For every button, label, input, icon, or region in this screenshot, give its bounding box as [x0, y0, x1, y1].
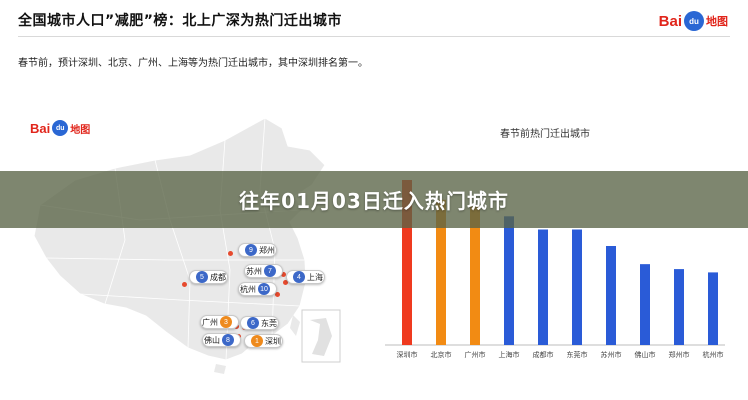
- hainan-shape: [214, 364, 226, 374]
- city-name: 深圳: [265, 336, 281, 346]
- rank-badge: 5: [196, 271, 208, 283]
- rank-badge: 8: [222, 334, 234, 346]
- taiwan-shape: [290, 315, 300, 336]
- bar-9: [708, 272, 718, 345]
- page-title: 全国城市人口”减肥”榜：北上广深为热门迁出城市: [18, 13, 342, 29]
- bar-0: [402, 180, 412, 345]
- city-name: 广州: [202, 317, 218, 327]
- map-baidu-logo: Bai du 地图: [30, 120, 90, 136]
- bar-5: [572, 229, 582, 345]
- city-name: 佛山: [204, 335, 220, 345]
- x-tick-label: 苏州市: [601, 350, 622, 359]
- city-name: 东莞: [261, 318, 277, 328]
- bar-1: [436, 199, 446, 345]
- rank-badge: 7: [264, 265, 276, 277]
- banner-title: 往年01月03日迁入热门城市: [239, 189, 509, 213]
- x-tick-label: 杭州市: [703, 350, 724, 359]
- map-logo-map-text: 地图: [70, 124, 91, 136]
- city-name: 成都: [210, 272, 226, 282]
- city-chip-shanghai[interactable]: 4 上海: [286, 270, 325, 284]
- china-map-shape: [33, 117, 326, 361]
- city-dot-chengdu: [182, 282, 187, 287]
- x-tick-label: 郑州市: [669, 350, 690, 359]
- subtitle-text: 春节前，预计深圳、北京、广州、上海等为热门迁出城市，其中深圳排名第一。: [18, 58, 368, 69]
- bar-2: [470, 206, 480, 345]
- city-chip-chengdu[interactable]: 5 成都: [189, 270, 228, 284]
- x-tick-label: 东莞市: [567, 350, 588, 359]
- map-logo-bai-text: Bai: [30, 120, 51, 136]
- rank-badge: 6: [247, 317, 259, 329]
- city-name: 郑州: [259, 245, 275, 255]
- rank-badge: 4: [293, 271, 305, 283]
- rank-badge: 3: [220, 316, 232, 328]
- city-chip-foshan[interactable]: 8 佛山: [202, 333, 241, 347]
- logo-map-text: 地图: [706, 15, 728, 28]
- chart-title: 春节前热门迁出城市: [500, 129, 590, 140]
- x-tick-label: 佛山市: [635, 350, 656, 359]
- city-dot-zhengzhou: [228, 251, 233, 256]
- china-map: [33, 117, 341, 374]
- city-chip-zhengzhou[interactable]: 9 郑州: [238, 243, 277, 257]
- baidu-logo: Bai du 地图: [659, 10, 728, 32]
- x-tick-label: 北京市: [431, 350, 452, 359]
- bar-7: [640, 264, 650, 345]
- paw-icon: du: [684, 11, 704, 31]
- city-name: 上海: [307, 272, 323, 282]
- map-paw-icon: du: [52, 120, 69, 136]
- title-divider: [18, 36, 730, 37]
- rank-badge: 1: [251, 335, 263, 347]
- city-chip-shenzhen[interactable]: 1 深圳: [244, 334, 283, 348]
- city-name: 杭州: [240, 284, 256, 294]
- x-tick-label: 成都市: [533, 350, 554, 359]
- rank-badge: 9: [245, 244, 257, 256]
- city-dot-shanghai: [283, 280, 288, 285]
- rank-badge: 10: [258, 283, 270, 295]
- city-dot-suzhou: [281, 272, 286, 277]
- bar-8: [674, 269, 684, 345]
- city-chip-suzhou[interactable]: 7 苏州: [244, 264, 283, 278]
- overlay-banner: 往年01月03日迁入热门城市: [0, 171, 748, 228]
- bar-chart: 深圳市 北京市 广州市 上海市 成都市 东莞市 苏州市 佛山市 郑州市 杭州市: [385, 180, 725, 359]
- bar-4: [538, 229, 548, 345]
- x-tick-label: 深圳市: [397, 350, 418, 359]
- bar-3: [504, 216, 514, 345]
- city-chip-dongguan[interactable]: 6 东莞: [240, 316, 279, 330]
- logo-du-text: du: [689, 16, 699, 26]
- south-sea-inset: [301, 309, 341, 363]
- bar-6: [606, 246, 616, 345]
- map-logo-du-text: du: [55, 124, 65, 132]
- x-tick-label: 广州市: [465, 350, 486, 359]
- x-tick-label: 上海市: [499, 350, 520, 359]
- city-chip-hangzhou[interactable]: 10 杭州: [238, 282, 277, 296]
- city-name: 苏州: [246, 266, 262, 276]
- city-chip-guangzhou[interactable]: 3 广州: [200, 315, 239, 329]
- logo-bai-text: Bai: [658, 12, 682, 30]
- city-dot-hangzhou: [275, 292, 280, 297]
